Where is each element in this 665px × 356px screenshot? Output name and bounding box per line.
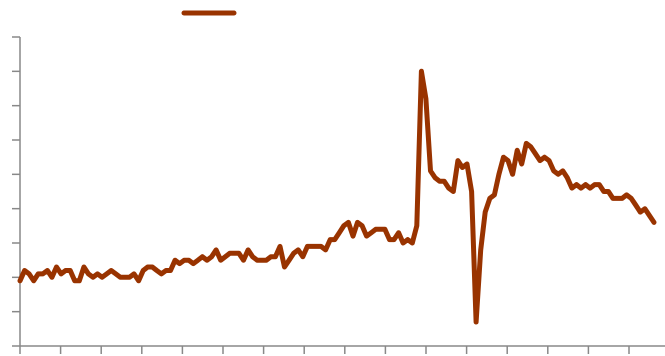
x-axis	[19, 345, 665, 354]
y-axis	[12, 36, 21, 347]
series-line	[17, 68, 657, 325]
series-layer	[17, 68, 657, 325]
